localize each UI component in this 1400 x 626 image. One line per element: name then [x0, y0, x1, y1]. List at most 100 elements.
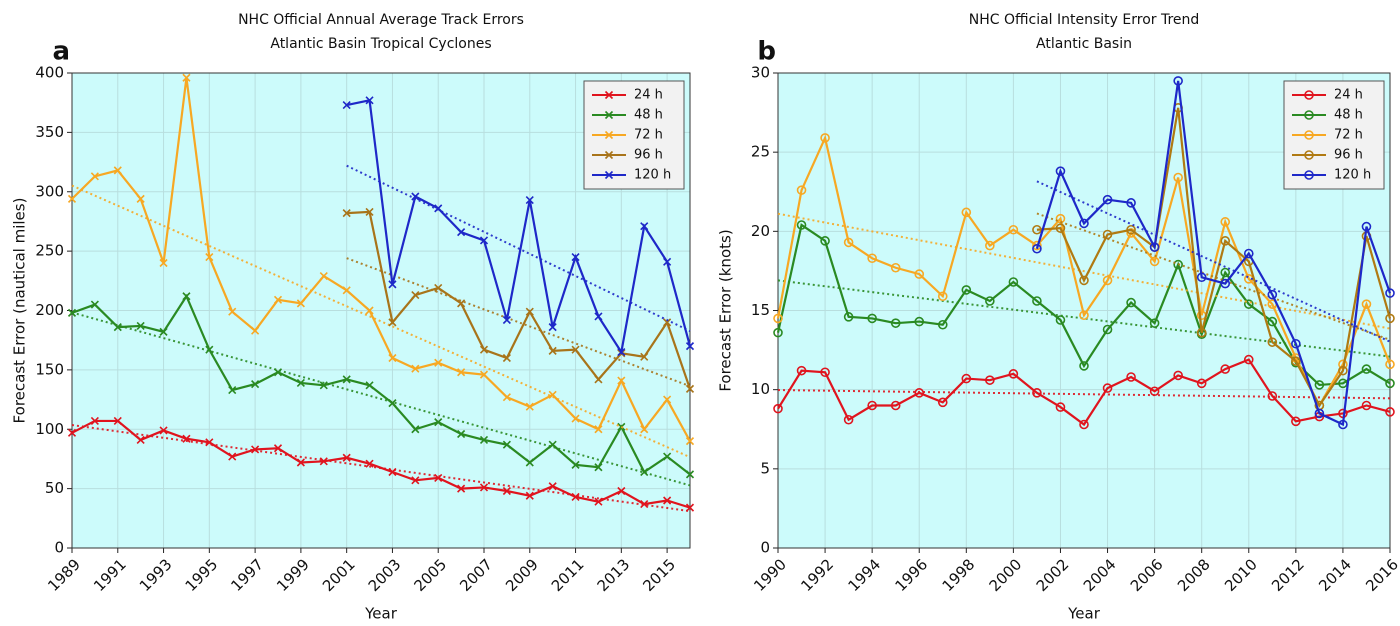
data-point	[1032, 296, 1042, 306]
data-point	[525, 402, 534, 411]
x-tick-label: 2010	[1221, 555, 1261, 595]
data-point	[594, 425, 603, 434]
x-tick-label: 1994	[844, 555, 884, 595]
data-point	[365, 459, 374, 468]
data-point	[663, 452, 672, 461]
data-point	[685, 503, 695, 512]
series-line	[1035, 80, 1392, 427]
data-point	[434, 473, 443, 483]
data-point	[617, 376, 626, 385]
data-point	[136, 194, 145, 203]
y-tick-label: 0	[54, 539, 64, 557]
x-tick-label: 2002	[1033, 555, 1073, 595]
data-point	[796, 365, 807, 376]
legend-marker	[1304, 90, 1314, 100]
data-point	[1338, 365, 1348, 376]
legend-marker	[604, 110, 614, 120]
data-point	[525, 307, 534, 316]
data-point	[1079, 275, 1089, 286]
data-point	[617, 422, 626, 431]
data-point	[411, 192, 420, 201]
y-tick-label: 20	[751, 222, 770, 240]
data-point	[937, 291, 948, 302]
data-point	[1196, 272, 1207, 283]
data-point	[479, 345, 489, 354]
series-line	[1036, 107, 1392, 408]
data-point	[1314, 380, 1325, 390]
data-point	[1008, 277, 1019, 287]
data-point	[434, 358, 443, 367]
data-point	[502, 440, 511, 449]
series-line	[71, 77, 691, 442]
data-point	[820, 367, 830, 378]
data-point	[479, 483, 489, 492]
data-point	[205, 252, 214, 262]
data-point	[1149, 242, 1160, 252]
data-point	[251, 326, 260, 335]
data-point	[525, 458, 534, 467]
data-point	[1267, 289, 1278, 300]
data-point	[251, 445, 260, 454]
data-point	[296, 458, 305, 467]
data-point	[457, 484, 466, 493]
x-tick-label: 1990	[750, 555, 790, 595]
x-tick-label: 1998	[939, 555, 979, 595]
data-point	[388, 399, 397, 408]
data-point	[228, 385, 237, 395]
data-point	[525, 195, 534, 205]
data-point	[663, 257, 672, 266]
data-point	[663, 318, 672, 327]
data-point	[617, 347, 626, 357]
x-tick-label: 2016	[1362, 555, 1400, 595]
data-point	[640, 222, 649, 231]
x-tick-label: 2014	[1315, 555, 1355, 595]
data-point	[365, 306, 374, 315]
x-axis-label: Year	[1067, 605, 1101, 623]
data-point	[1267, 391, 1278, 401]
data-point	[251, 380, 260, 389]
data-point	[1055, 402, 1066, 412]
data-point	[1032, 243, 1042, 254]
data-point	[1032, 240, 1042, 251]
data-point	[843, 237, 854, 248]
data-point	[937, 319, 948, 330]
legend-marker	[1304, 130, 1314, 140]
y-tick-label: 300	[35, 182, 64, 200]
x-tick-label: 2012	[1268, 555, 1308, 595]
data-point	[1102, 194, 1113, 205]
data-point	[1079, 419, 1089, 430]
legend-label: 24 h	[1334, 88, 1363, 103]
data-point	[342, 209, 351, 218]
data-point	[388, 318, 397, 327]
data-point	[205, 438, 214, 447]
data-point	[1220, 236, 1231, 246]
legend-marker	[1304, 110, 1314, 120]
legend-marker	[604, 170, 614, 180]
data-point	[1220, 267, 1231, 278]
data-point	[773, 327, 783, 338]
trend-line	[346, 257, 691, 388]
data-point	[914, 269, 925, 279]
y-tick-label: 15	[751, 301, 770, 319]
data-point	[663, 496, 672, 505]
data-point	[1196, 378, 1207, 389]
x-axis-label: Year	[364, 605, 398, 623]
x-tick-label: 2000	[986, 555, 1026, 595]
data-point	[159, 426, 168, 435]
data-point	[640, 425, 649, 434]
data-point	[548, 482, 557, 491]
data-point	[961, 285, 972, 295]
data-point	[640, 499, 649, 509]
chart-title: NHC Official Annual Average Track Errors	[238, 12, 524, 28]
data-point	[548, 390, 557, 399]
x-tick-label: 1995	[182, 555, 222, 595]
legend-label: 72 h	[1334, 128, 1363, 143]
data-point	[1173, 370, 1183, 381]
x-tick-label: 2007	[456, 555, 496, 595]
data-point	[1126, 198, 1136, 208]
y-tick-label: 0	[760, 539, 770, 557]
y-axis-label: Forecast Error (nautical miles)	[11, 198, 29, 424]
data-point	[342, 453, 351, 462]
data-point	[571, 492, 580, 502]
